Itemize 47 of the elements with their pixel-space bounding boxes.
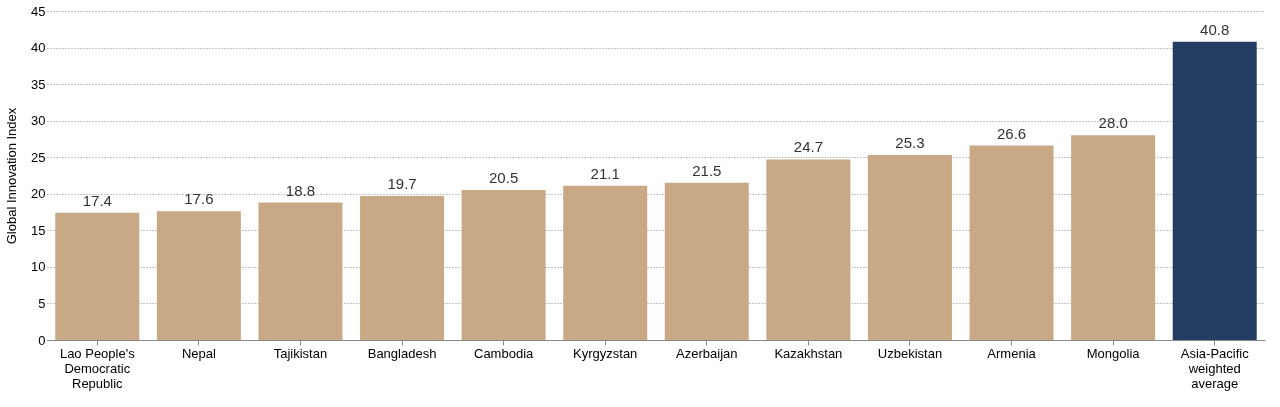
x-tick-label: Cambodia xyxy=(473,345,535,361)
x-tick-label: Kazakhstan xyxy=(774,345,843,361)
y-tick-label: 30 xyxy=(31,113,46,129)
y-tick-label: 10 xyxy=(31,259,46,275)
bar xyxy=(563,185,648,340)
bar xyxy=(360,195,445,340)
data-label: 26.6 xyxy=(996,124,1027,142)
bar xyxy=(258,202,343,340)
data-label: 17.4 xyxy=(82,191,112,209)
y-tick-label: 45 xyxy=(31,3,46,19)
x-tick-label: Tajikistan xyxy=(273,345,328,361)
y-tick-label: 5 xyxy=(38,295,46,311)
y-tick-label: 20 xyxy=(31,186,46,202)
data-label: 17.6 xyxy=(184,190,214,208)
x-tick-label: Nepal xyxy=(181,345,216,361)
data-label: 20.5 xyxy=(489,169,519,187)
bar xyxy=(461,190,546,340)
x-tick-label: Mongolia xyxy=(1086,345,1141,361)
data-label: 40.8 xyxy=(1200,20,1230,38)
x-tick-label: Uzbekistan xyxy=(877,345,943,361)
data-label: 21.5 xyxy=(692,161,722,179)
y-tick-label: 35 xyxy=(31,76,46,92)
x-tick-label: Kyrgyzstan xyxy=(573,345,638,361)
y-tick-label: 0 xyxy=(38,332,46,348)
x-tick-label: Bangladesh xyxy=(367,345,437,361)
data-label: 28.0 xyxy=(1098,114,1128,132)
bar xyxy=(1172,41,1257,340)
x-tick-label: Armenia xyxy=(987,345,1037,361)
data-label: 21.1 xyxy=(590,164,620,182)
y-tick-label: 40 xyxy=(31,40,46,56)
y-tick-label: 25 xyxy=(31,149,46,165)
bar xyxy=(1071,135,1156,340)
y-tick-label: 15 xyxy=(31,222,46,238)
x-tick-label: Asia-Pacific weighted average xyxy=(1180,345,1250,391)
x-tick-label: Lao People's Democratic Republic xyxy=(59,345,136,391)
x-tick-label: Azerbaijan xyxy=(676,345,738,361)
bar xyxy=(156,211,241,340)
bar xyxy=(664,182,749,340)
data-label: 25.3 xyxy=(895,134,925,152)
bar xyxy=(55,212,140,340)
data-label: 18.8 xyxy=(285,181,316,199)
bar xyxy=(969,145,1054,340)
bar xyxy=(766,159,851,340)
data-label: 24.7 xyxy=(793,138,823,156)
bar xyxy=(867,155,952,340)
data-label: 19.7 xyxy=(387,174,417,192)
y-axis-title: Global Innovation Index xyxy=(4,107,20,245)
